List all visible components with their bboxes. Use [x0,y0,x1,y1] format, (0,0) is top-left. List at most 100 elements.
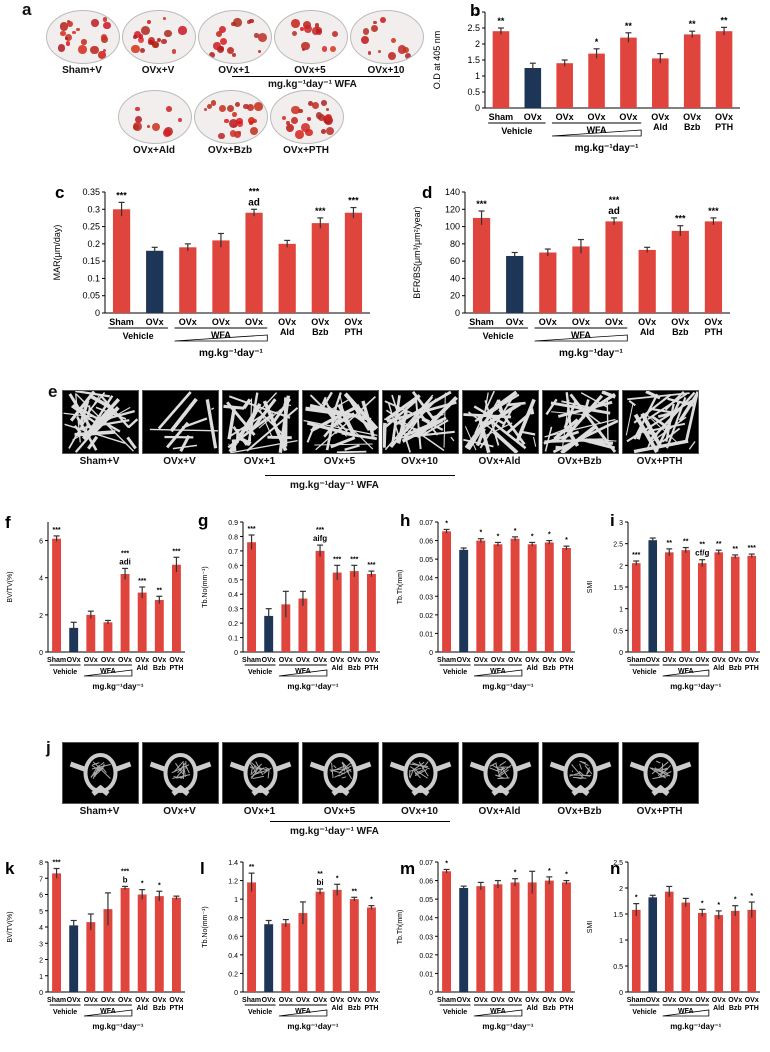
group-label: Ald [713,1005,724,1012]
bar [349,571,359,652]
microct-label: OVx+10 [401,806,438,817]
significance-label: *** [609,195,620,205]
bar [344,212,363,313]
group-label: Ald [527,1005,538,1012]
y-tick-label: 0 [39,650,43,657]
group-label: OVx [146,317,164,327]
vertebra-microct-image [382,742,459,804]
bar [730,556,740,652]
y-tick-label: 0.5 [228,578,238,585]
bar [493,544,503,652]
group-label: OVx [84,997,98,1004]
group-label: OVx [474,997,488,1004]
panel-label-e: e [48,382,58,401]
y-tick-label: 0 [475,103,480,113]
significance-label: * [548,532,551,539]
group-label: OVx [330,657,344,664]
significance-label: * [750,893,753,900]
group-label: Sham [47,997,66,1004]
group-label: OVx [296,997,310,1004]
caption-e: mg.kg⁻¹day⁻¹ WFA [290,480,379,491]
dish-label: OVx+10 [367,65,405,76]
vertebra-microct-image [222,742,299,804]
group-label: Bzb [348,665,361,672]
group-label: Bzb [153,1005,166,1012]
y-tick-label: 2 [619,563,623,570]
y-tick-label: 0.06 [419,539,433,546]
group-label: OVx [364,657,378,664]
group-label: Ald [137,665,148,672]
dish-label: OVx+5 [294,65,326,76]
significance-label: ** [249,864,255,871]
y-tick-label: 0.05 [82,291,100,301]
bar [459,549,469,652]
significance-label: * [497,533,500,540]
group-label: OVx [169,997,183,1004]
y-tick-label: 5 [39,909,43,916]
bar [527,544,537,652]
y-tick-label: 0.05 [419,557,433,564]
bar [472,217,491,313]
group-label: Ald [280,327,295,337]
y-tick-label: 0.8 [228,916,238,923]
group-label: OVx [539,317,557,327]
group-label: PTH [364,665,378,672]
group-label: Sham [627,997,646,1004]
significance-label: * [514,528,517,535]
significance-label: ** [733,546,739,553]
vehicle-label: Vehicle [53,1009,77,1016]
y-axis-label: BV/TV(%) [7,571,14,602]
group-label: OVx [605,317,623,327]
group-label: OVx [525,997,539,1004]
bar-chart-d: d 0 20 40 60 80 100 120 140 BFR/BS(μm³/μm²/year) *… [412,183,730,359]
y-tick-label: 1.5 [613,912,623,919]
group-label: OVx [662,657,676,664]
y-tick-label: 2.5 [613,542,623,549]
group-label: OVx [679,657,693,664]
significance-label: *** [121,550,129,557]
y-tick-label: 120 [445,204,460,214]
y-tick-label: 0.9 [228,520,238,527]
group-label: OVx [588,112,606,122]
group-label: Bzb [684,122,701,132]
culture-dish [194,90,268,144]
unit-label: mg.kg⁻¹day⁻¹ [92,682,143,691]
group-label: PTH [559,1005,573,1012]
femur-microct-image [462,390,539,454]
group-label: Sham [627,657,646,664]
dose-wedge [473,669,523,677]
y-tick-label: 100 [445,222,460,232]
significance-label: *** [247,526,255,533]
group-label: OVx [679,997,693,1004]
group-label: OVx [212,317,230,327]
y-tick-label: 40 [450,273,460,283]
bar [605,221,623,313]
significance-label: ad [608,206,620,217]
culture-dish [274,10,348,64]
group-label: PTH [169,1005,183,1012]
group-label: PTH [169,665,183,672]
dose-wedge [278,1009,328,1017]
y-tick-label: 0.2 [87,239,100,249]
group-label: OVx [311,317,329,327]
significance-label: *** [315,206,326,216]
dose-wedge [174,334,268,342]
bar [137,592,147,652]
bar [730,910,740,992]
dose-wedge [534,334,628,342]
bar [556,63,573,108]
significance-label: * [565,537,568,544]
y-tick-label: 0.07 [419,860,433,867]
y-tick-label: 0.04 [419,576,433,583]
y-tick-label: 2.5 [467,23,480,33]
group-label: OVx [262,997,276,1004]
group-label: OVx [296,657,310,664]
group-label: Ald [527,665,538,672]
bar [120,888,130,992]
group-label: PTH [559,665,573,672]
significance-label: ** [667,540,673,547]
wfa-label: WFA [678,1008,694,1015]
y-axis-label: SMI [587,921,594,934]
significance-label: *** [52,527,60,534]
significance-label: *** [52,860,60,867]
